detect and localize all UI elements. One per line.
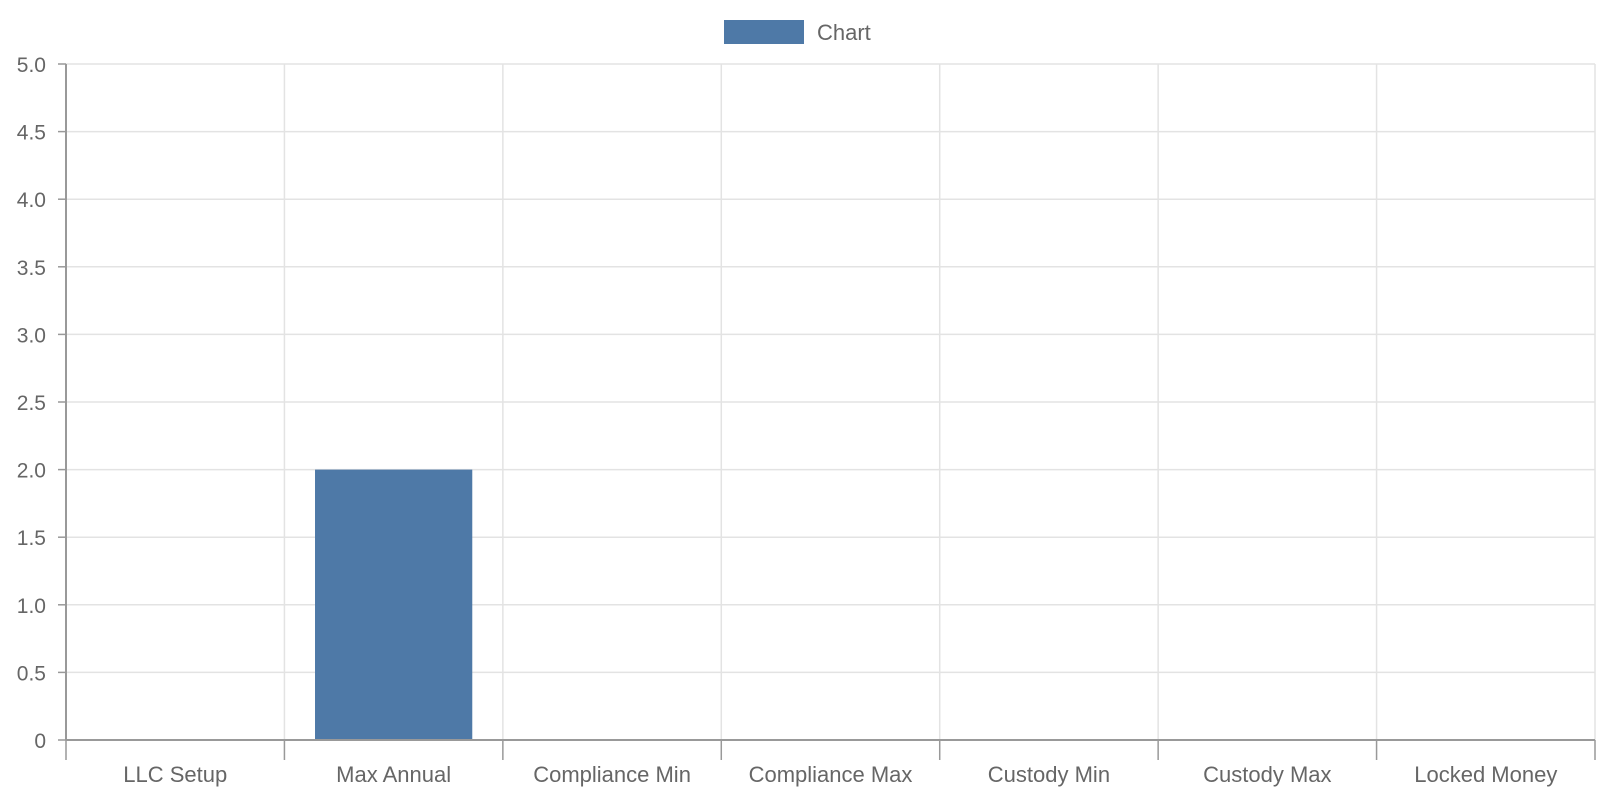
y-tick-label: 0.5 <box>17 662 46 685</box>
y-tick-label: 4.0 <box>17 189 46 212</box>
axis-layer: 0 0.5 1.0 1.5 2.0 2.5 3.0 3.5 4.0 4.5 5.0 LLC Setup… <box>17 54 1596 787</box>
legend-label[interactable]: Chart <box>817 20 871 45</box>
bar-layer <box>315 469 473 740</box>
bar[interactable] <box>315 469 473 740</box>
y-tick-label: 2.5 <box>17 392 46 415</box>
y-tick-label: 3.5 <box>17 257 46 280</box>
y-tick-label: 1.5 <box>17 527 46 550</box>
y-tick-label: 2.0 <box>17 460 46 483</box>
y-tick-label: 3.0 <box>17 324 46 347</box>
y-tick-label: 4.5 <box>17 122 46 145</box>
x-tick-label: Compliance Min <box>533 762 691 787</box>
y-tick-label: 0 <box>34 730 46 753</box>
legend[interactable]: Chart <box>724 20 871 45</box>
x-tick-label: Custody Min <box>988 762 1110 787</box>
x-tick-label: LLC Setup <box>123 762 227 787</box>
grid-layer <box>66 63 1596 740</box>
x-tick-label: Locked Money <box>1414 762 1557 787</box>
x-tick-label: Compliance Max <box>749 762 913 787</box>
x-tick-label: Custody Max <box>1203 762 1331 787</box>
y-tick-label: 1.0 <box>17 595 46 618</box>
y-tick-label: 5.0 <box>17 54 46 77</box>
legend-swatch[interactable] <box>724 20 804 44</box>
x-tick-label: Max Annual <box>336 762 451 787</box>
